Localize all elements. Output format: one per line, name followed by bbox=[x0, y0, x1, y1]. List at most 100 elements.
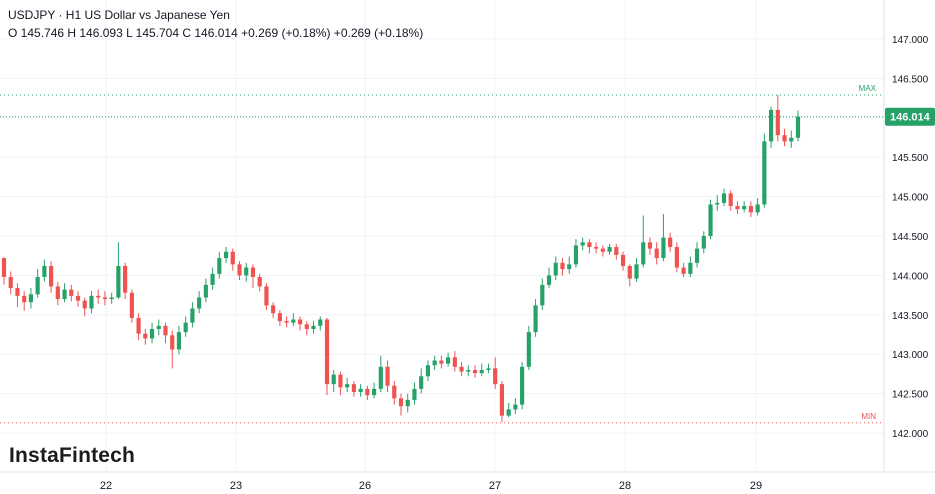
candle-body bbox=[721, 193, 727, 203]
last-price-tag: 146.014 bbox=[885, 107, 935, 126]
candle-body bbox=[573, 245, 579, 265]
candle-body bbox=[580, 242, 585, 246]
candle bbox=[459, 362, 464, 377]
candle bbox=[540, 278, 545, 311]
candle bbox=[203, 278, 208, 303]
candle-body bbox=[607, 247, 612, 252]
time-axis: 22 23 26 27 28 29 bbox=[100, 480, 762, 492]
candle-body bbox=[183, 322, 188, 333]
candle bbox=[607, 243, 612, 255]
candle-body bbox=[392, 385, 397, 399]
price-tick-label: 145.000 bbox=[892, 193, 929, 204]
candle bbox=[42, 259, 47, 282]
candle bbox=[385, 360, 390, 393]
date-tick-label: 27 bbox=[489, 480, 501, 492]
candle-body bbox=[318, 319, 323, 326]
candle-body bbox=[149, 328, 155, 339]
price-axis: 147.000146.500146.000145.500145.000144.5… bbox=[892, 35, 929, 440]
candle bbox=[69, 284, 74, 302]
candle bbox=[8, 271, 13, 295]
candle bbox=[217, 251, 222, 279]
candle bbox=[472, 365, 478, 378]
candle-body bbox=[446, 357, 451, 364]
candle-body bbox=[668, 237, 673, 248]
candle-body bbox=[641, 242, 646, 265]
candle-body bbox=[304, 324, 309, 329]
candle bbox=[331, 369, 336, 393]
candle bbox=[405, 393, 410, 413]
candle-body bbox=[271, 305, 276, 314]
candle bbox=[284, 316, 289, 328]
candle bbox=[520, 362, 525, 410]
candle-body bbox=[789, 137, 794, 142]
candle bbox=[513, 398, 518, 415]
candle-body bbox=[708, 204, 713, 236]
candle bbox=[493, 357, 498, 389]
candle-body bbox=[203, 284, 208, 298]
candle bbox=[641, 215, 646, 268]
candle-body bbox=[170, 335, 175, 350]
candle-body bbox=[163, 325, 168, 336]
min-label: MIN bbox=[861, 412, 876, 421]
candle bbox=[371, 382, 377, 399]
candle bbox=[28, 288, 34, 309]
candle-body bbox=[156, 325, 161, 329]
candle bbox=[439, 355, 444, 369]
candle bbox=[466, 365, 471, 377]
candle-body bbox=[116, 265, 121, 298]
candle-body bbox=[674, 247, 679, 268]
candle-body bbox=[338, 374, 343, 388]
candle bbox=[419, 368, 424, 394]
candle bbox=[176, 325, 182, 355]
candle bbox=[432, 355, 437, 370]
candle-body bbox=[217, 258, 222, 274]
candle-body bbox=[540, 284, 545, 306]
candle bbox=[156, 319, 161, 336]
candle bbox=[244, 262, 249, 282]
candle bbox=[318, 316, 323, 331]
candle-body bbox=[22, 295, 27, 303]
candle bbox=[358, 384, 363, 397]
date-tick-label: 22 bbox=[100, 480, 112, 492]
candle bbox=[587, 239, 592, 254]
price-tick-label: 143.000 bbox=[892, 350, 929, 361]
candle bbox=[311, 321, 316, 334]
candle-body bbox=[432, 360, 437, 366]
candle-body bbox=[405, 399, 410, 407]
candle bbox=[109, 292, 114, 304]
candle-body bbox=[398, 398, 404, 407]
price-tick-label: 142.500 bbox=[892, 390, 929, 401]
candle bbox=[412, 382, 417, 405]
candle-body bbox=[775, 109, 780, 136]
candle bbox=[620, 251, 626, 271]
candle-body bbox=[594, 247, 599, 249]
candle bbox=[365, 385, 370, 400]
candle-body bbox=[452, 357, 457, 367]
candle-body bbox=[190, 308, 195, 323]
price-tick-label: 143.500 bbox=[892, 311, 929, 322]
candle-body bbox=[69, 289, 74, 296]
candle bbox=[425, 360, 431, 381]
candle bbox=[210, 267, 215, 290]
candle bbox=[688, 256, 693, 277]
candle bbox=[257, 273, 262, 292]
candle-body bbox=[762, 141, 767, 205]
candle-body bbox=[513, 404, 518, 410]
candle-body bbox=[627, 265, 632, 279]
candle bbox=[62, 283, 67, 303]
max-min-levels: MAX MIN bbox=[0, 84, 884, 424]
candle bbox=[782, 128, 787, 147]
candle-body bbox=[197, 297, 202, 309]
last-price-tag-bg bbox=[885, 107, 935, 126]
max-label: MAX bbox=[859, 84, 877, 93]
candle-body bbox=[688, 262, 693, 274]
candle bbox=[452, 351, 457, 372]
date-tick-label: 23 bbox=[230, 480, 242, 492]
candle bbox=[271, 302, 276, 318]
candle bbox=[223, 247, 229, 263]
candle-body bbox=[264, 286, 269, 306]
candle bbox=[775, 94, 780, 142]
candle bbox=[392, 380, 397, 405]
candle-body bbox=[15, 288, 20, 296]
